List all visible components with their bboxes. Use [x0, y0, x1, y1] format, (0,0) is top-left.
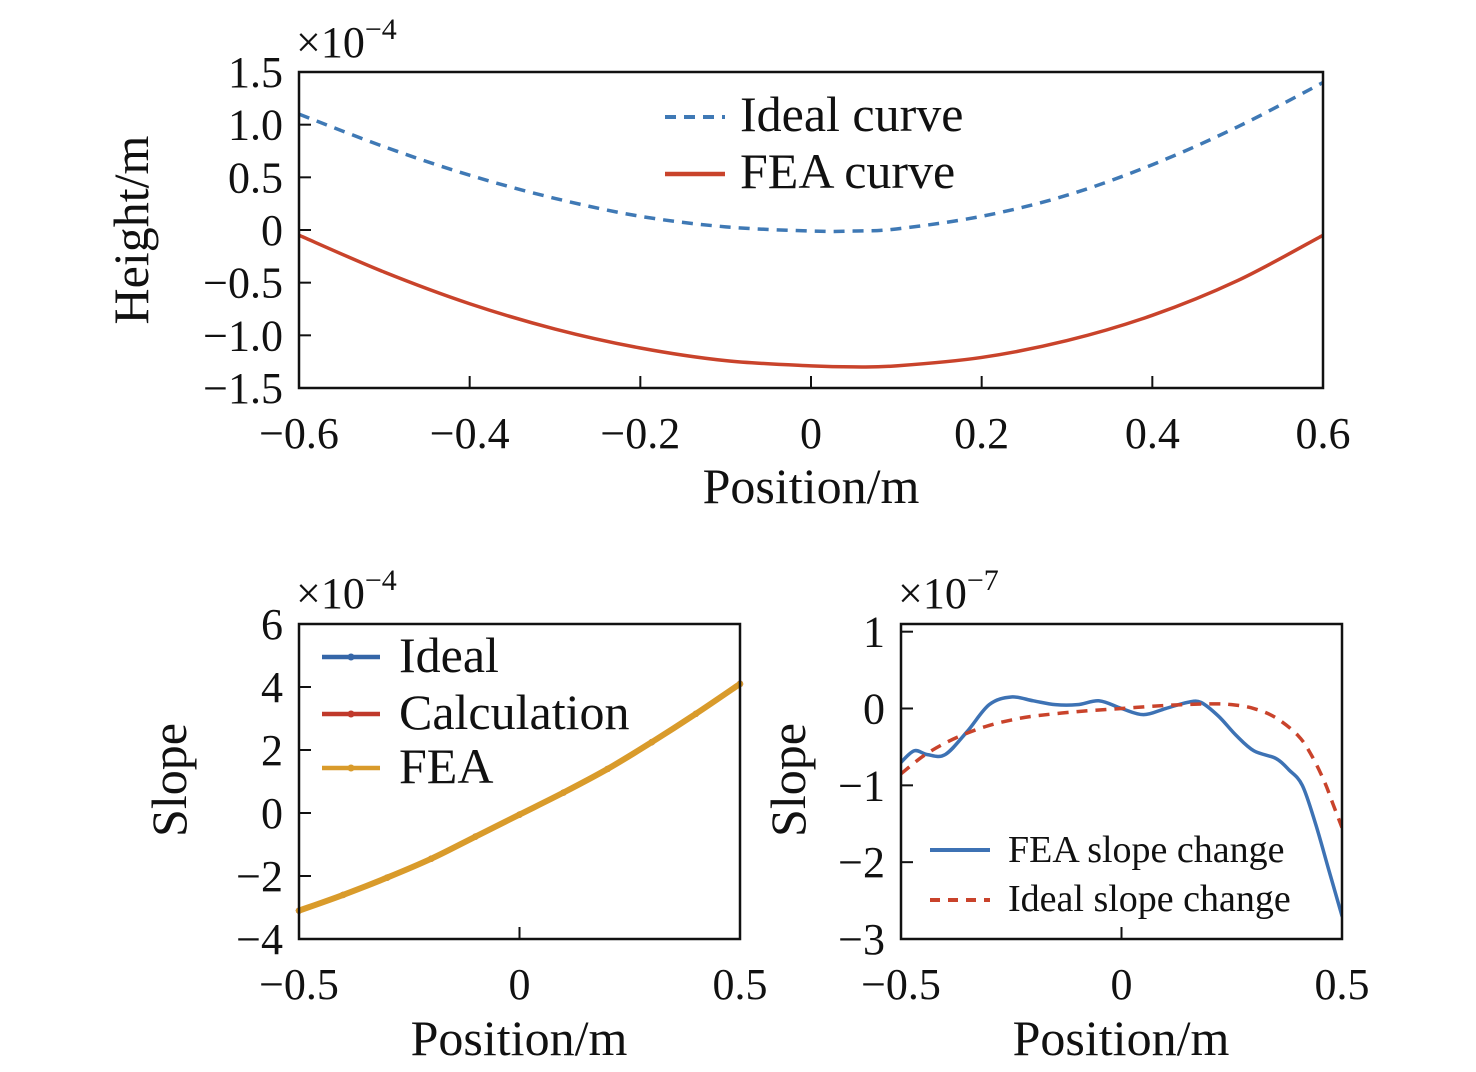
slope-tick-layer: −0.5 0 0.5 6 4 2 0 −2 −4 — [236, 600, 767, 1009]
slope-point-fea-3 — [428, 855, 435, 862]
slope-multiplier: ×10−4 — [296, 564, 397, 618]
slope-change-y-tick-label-4: −3 — [838, 915, 885, 964]
slope-change-y-axis-title: Slope — [760, 723, 816, 837]
height-tick-layer: −0.6 −0.4 −0.2 0 0.2 0.4 0.61.51.00.50−0.5−1.0… — [203, 48, 1350, 458]
slope-change-x-tick-label-2: 0.5 — [1315, 960, 1370, 1009]
legend-marker-ideal — [347, 653, 355, 661]
slope-point-fea-5 — [516, 811, 523, 818]
height-y-tick-label-6: −1.5 — [203, 364, 283, 413]
slope-change-multiplier: ×10−7 — [898, 564, 999, 618]
slope-y-tick-label-2: 2 — [261, 726, 283, 775]
height-x-axis-title: Position/m — [703, 458, 920, 514]
slope-y-tick-label-1: 4 — [261, 663, 283, 712]
slope-change-x-tick-label-0: −0.5 — [861, 960, 941, 1009]
slope-point-fea-4 — [472, 833, 479, 840]
slope-change-tick-layer: −0.5 0 0.5 1 0 −1 −2 −3 — [838, 608, 1369, 1009]
legend-label-ideal: Ideal — [399, 627, 499, 683]
height-multiplier: ×10−4 — [296, 13, 397, 67]
slope-y-tick-label-5: −4 — [236, 915, 283, 964]
height-y-tick-label-2: 0.5 — [228, 153, 283, 202]
height-legend: Ideal curve FEA curve — [665, 86, 963, 199]
legend-label-calculation: Calculation — [399, 684, 630, 740]
slope-series-layer — [295, 680, 744, 914]
slope-change-y-tick-label-2: −1 — [838, 761, 885, 810]
slope-x-axis-title: Position/m — [411, 1010, 628, 1066]
height-y-tick-label-0: 1.5 — [228, 48, 283, 97]
slope-point-fea-8 — [648, 738, 655, 746]
slope-change-legend: FEA slope change Ideal slope change — [930, 829, 1291, 920]
height-y-tick-label-3: 0 — [261, 206, 283, 255]
height-y-axis-title: Height/m — [103, 135, 159, 324]
height-chart: −0.6 −0.4 −0.2 0 0.2 0.4 0.61.51.00.50−0.5−1.0… — [103, 13, 1351, 514]
slope-change-y-tick-label-3: −2 — [838, 838, 885, 887]
slope-x-tick-label-1: 0 — [509, 960, 531, 1009]
slope-y-tick-label-4: −2 — [236, 852, 283, 901]
height-y-tick-label-1: 1.0 — [228, 101, 283, 150]
height-x-tick-label-0: −0.6 — [259, 409, 339, 458]
legend-label-ideal-curve: Ideal curve — [740, 86, 963, 142]
legend-label-fea: FEA — [399, 738, 493, 794]
height-series-ideal-curve — [299, 80, 1323, 234]
slope-x-tick-label-2: 0.5 — [713, 960, 768, 1009]
height-x-tick-label-1: −0.4 — [430, 409, 510, 458]
slope-legend: Ideal Calculation FEA — [322, 627, 630, 794]
slope-change-x-axis-title: Position/m — [1013, 1010, 1230, 1066]
height-series-layer — [299, 80, 1323, 369]
legend-marker-calculation — [347, 710, 355, 718]
height-x-tick-label-3: 0 — [800, 409, 822, 458]
slope-change-y-tick-label-1: 0 — [863, 685, 885, 734]
slope-x-tick-label-0: −0.5 — [259, 960, 339, 1009]
legend-label-fea-slope-change: FEA slope change — [1008, 829, 1285, 871]
height-x-tick-label-5: 0.4 — [1125, 409, 1180, 458]
slope-change-chart: −0.5 0 0.510−1−2−3 ×10−7 Position/m Slope … — [760, 564, 1370, 1066]
slope-point-fea-2 — [384, 874, 391, 881]
slope-change-series-layer — [901, 695, 1342, 918]
slope-point-fea-7 — [604, 765, 611, 773]
height-series-fea-curve — [299, 233, 1323, 369]
legend-marker-fea — [347, 764, 355, 772]
slope-change-y-tick-label-0: 1 — [863, 608, 885, 657]
slope-point-fea-6 — [560, 789, 567, 796]
slope-change-series-ideal-slope-change — [901, 702, 1342, 829]
height-y-tick-label-4: −0.5 — [203, 259, 283, 308]
height-x-tick-label-6: 0.6 — [1296, 409, 1351, 458]
slope-y-tick-label-0: 6 — [261, 600, 283, 649]
slope-change-x-tick-label-1: 0 — [1111, 960, 1133, 1009]
slope-y-axis-title: Slope — [141, 723, 197, 837]
legend-label-fea-curve: FEA curve — [740, 143, 955, 199]
legend-label-ideal-slope-change: Ideal slope change — [1008, 878, 1291, 920]
height-x-tick-label-2: −0.2 — [600, 409, 680, 458]
height-y-tick-label-5: −1.0 — [203, 311, 283, 360]
slope-point-fea-9 — [692, 710, 700, 717]
slope-y-tick-label-3: 0 — [261, 789, 283, 838]
height-x-tick-label-4: 0.2 — [954, 409, 1009, 458]
slope-point-fea-1 — [339, 891, 347, 899]
